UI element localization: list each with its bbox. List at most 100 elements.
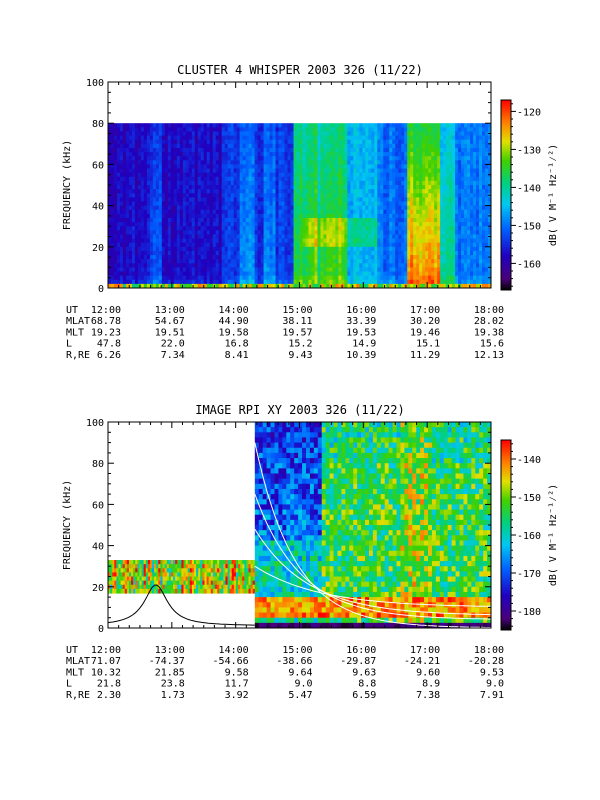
spectrogram-cell xyxy=(410,135,414,141)
spectrogram-cell xyxy=(263,271,268,277)
spectrogram-cell xyxy=(215,139,220,145)
spectrogram-cell xyxy=(239,156,244,161)
spectrogram-cell xyxy=(305,123,310,128)
spectrogram-cell xyxy=(281,185,286,190)
spectrogram-cell xyxy=(440,230,444,236)
spectrogram-cell xyxy=(422,135,426,141)
spectrogram-cell xyxy=(431,250,435,256)
spectrogram-cell xyxy=(293,147,298,153)
spectrogram-cell xyxy=(191,271,196,277)
spectrogram-cell xyxy=(449,180,453,186)
spectrogram-cell xyxy=(320,131,325,137)
spectrogram-cell xyxy=(392,275,396,281)
spectrogram-cell xyxy=(452,255,456,260)
spectrogram-cell xyxy=(158,283,163,288)
spectrogram-cell xyxy=(224,176,229,182)
spectrogram-cell xyxy=(248,209,253,215)
spectrogram-cell xyxy=(233,259,238,264)
spectrogram-cell xyxy=(125,147,130,153)
spectrogram-cell xyxy=(215,271,220,277)
spectrogram-cell xyxy=(356,259,360,264)
spectrogram-cell xyxy=(284,222,289,227)
spectrogram-cell xyxy=(242,127,247,133)
spectrogram-cell xyxy=(158,242,163,248)
spectrogram-cell xyxy=(431,226,435,231)
spectrogram-cell xyxy=(389,147,393,153)
spectrogram-cell xyxy=(455,217,459,223)
spectrogram-cell xyxy=(317,197,322,203)
spectrogram-cell xyxy=(221,259,226,264)
spectrogram-cell xyxy=(458,234,462,240)
spectrogram-cell xyxy=(368,197,372,203)
spectrogram-cell xyxy=(422,205,426,211)
spectrogram-cell xyxy=(191,131,196,137)
spectrogram-cell xyxy=(164,172,169,178)
spectrogram-cell xyxy=(377,242,381,248)
spectrogram-cell xyxy=(374,246,378,252)
spectrogram-cell xyxy=(122,263,127,268)
spectrogram-cell xyxy=(365,131,369,137)
spectrogram-cell xyxy=(218,283,223,288)
spectrogram-cell xyxy=(347,283,351,288)
spectrogram-cell xyxy=(320,213,325,219)
spectrogram-cell xyxy=(230,197,235,203)
spectrogram-cell xyxy=(296,193,301,198)
spectrogram-cell xyxy=(353,123,357,128)
spectrogram-cell xyxy=(236,143,241,149)
spectrogram-cell xyxy=(197,230,202,236)
spectrogram-cell xyxy=(146,238,151,244)
spectrogram-cell xyxy=(233,176,238,182)
spectrogram-cell xyxy=(194,147,199,153)
spectrogram-cell xyxy=(350,193,354,198)
spectrogram-cell xyxy=(224,222,229,227)
spectrogram-cell xyxy=(398,283,402,288)
spectrogram-cell xyxy=(254,193,259,198)
spectrogram-cell xyxy=(137,213,142,219)
spectrogram-cell xyxy=(296,226,301,231)
spectrogram-cell xyxy=(302,147,307,153)
spectrogram-cell xyxy=(140,275,145,281)
spectrogram-cell xyxy=(467,176,471,182)
spectrogram-cell xyxy=(287,180,292,186)
spectrogram-cell xyxy=(185,164,190,170)
spectrogram-cell xyxy=(134,279,139,285)
spectrogram-cell xyxy=(398,279,402,285)
spectrogram-cell xyxy=(149,180,154,186)
spectrogram-cell xyxy=(188,226,193,231)
spectrogram-cell xyxy=(260,143,265,149)
spectrogram-cell xyxy=(440,255,444,260)
spectrogram-cell xyxy=(347,176,351,182)
spectrogram-cell xyxy=(278,189,283,194)
spectrogram-cell xyxy=(311,189,316,194)
spectrogram-cell xyxy=(308,242,313,248)
spectrogram-cell xyxy=(419,238,423,244)
spectrogram-cell xyxy=(440,147,444,153)
spectrogram-cell xyxy=(206,131,211,137)
spectrogram-cell xyxy=(164,201,169,207)
spectrogram-cell xyxy=(233,271,238,277)
spectrogram-cell xyxy=(128,279,133,285)
spectrogram-cell xyxy=(221,131,226,137)
spectrogram-cell xyxy=(215,164,220,170)
spectrogram-cell xyxy=(209,189,214,194)
spectrogram-cell xyxy=(197,156,202,161)
spectrogram-cell xyxy=(392,246,396,252)
spectrogram-cell xyxy=(416,143,420,149)
spectrogram-cell xyxy=(395,131,399,137)
spectrogram-cell xyxy=(284,189,289,194)
spectrogram-cell xyxy=(236,209,241,215)
spectrogram-cell xyxy=(119,238,124,244)
spectrogram-cell xyxy=(353,156,357,161)
spectrogram-cell xyxy=(263,168,268,174)
spectrogram-cell xyxy=(233,275,238,281)
spectrogram-cell xyxy=(185,180,190,186)
spectrogram-cell xyxy=(398,234,402,240)
spectrogram-cell xyxy=(461,234,465,240)
spectrogram-cell xyxy=(446,263,450,268)
spectrogram-cell xyxy=(341,189,345,194)
spectrogram-cell xyxy=(293,185,298,190)
spectrogram-cell xyxy=(395,168,399,174)
spectrogram-cell xyxy=(362,279,366,285)
spectrogram-cell xyxy=(299,271,304,277)
spectrogram-cell xyxy=(182,250,187,256)
